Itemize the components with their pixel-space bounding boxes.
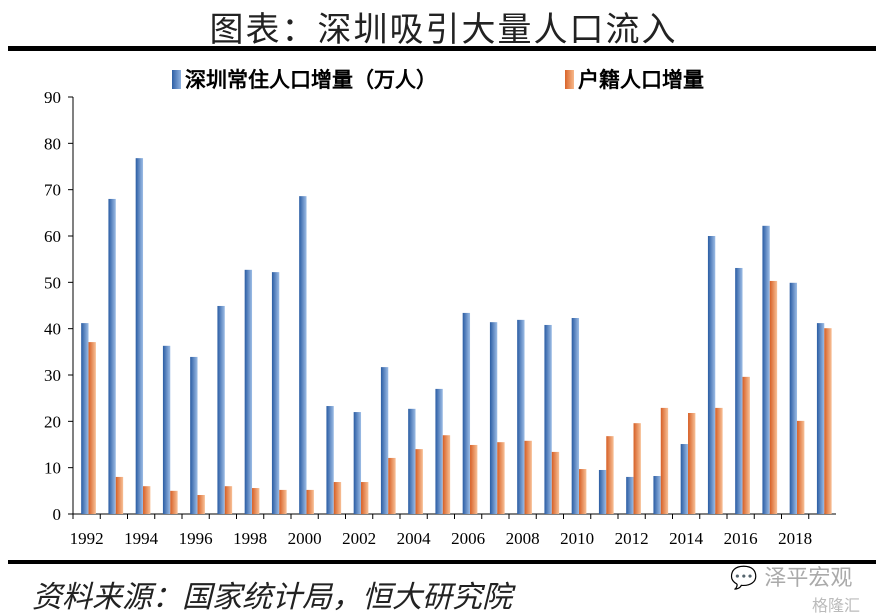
x-tick-label: 2008 [506, 529, 540, 548]
bar-resident-1999 [271, 272, 280, 514]
bar-hukou-2017 [769, 280, 778, 514]
bar-resident-1992 [81, 323, 89, 514]
bar-hukou-2012 [633, 423, 641, 514]
legend-item-hukou: 户籍人口增量 [565, 64, 704, 94]
legend-swatch [565, 69, 574, 89]
bar-resident-2017 [762, 225, 770, 514]
bar-hukou-2010 [579, 469, 587, 514]
bar-resident-2010 [571, 318, 580, 514]
bar-hukou-2006 [470, 444, 478, 514]
bar-resident-2012 [626, 476, 634, 514]
bar-hukou-2005 [442, 435, 451, 514]
x-tick-label: 1996 [179, 529, 213, 548]
bar-resident-1996 [190, 356, 198, 514]
watermark: 💬 泽平宏观 [730, 566, 853, 591]
bar-hukou-2016 [742, 376, 750, 514]
bar-hukou-2000 [306, 489, 314, 514]
y-tick-label: 60 [44, 227, 61, 246]
bar-resident-2019 [816, 323, 825, 514]
x-tick-label: 2018 [778, 529, 812, 548]
watermark-text: 泽平宏观 [764, 566, 853, 591]
x-tick-label: 2010 [560, 529, 594, 548]
bar-hukou-2019 [824, 328, 832, 514]
bar-hukou-1992 [88, 342, 96, 514]
bar-hukou-2007 [497, 442, 505, 514]
bar-resident-2003 [380, 367, 389, 514]
bar-hukou-2002 [361, 482, 369, 514]
bar-resident-1997 [217, 305, 225, 514]
bar-hukou-2011 [606, 436, 614, 514]
x-tick-label: 2006 [451, 529, 485, 548]
bar-hukou-2004 [415, 449, 423, 514]
bar-hukou-2009 [551, 451, 560, 514]
bar-hukou-1996 [197, 495, 205, 514]
bar-resident-2000 [299, 196, 307, 515]
bar-hukou-1995 [170, 490, 178, 514]
bar-resident-2016 [735, 267, 743, 514]
bar-hukou-1997 [224, 486, 233, 514]
legend-swatch [172, 69, 181, 89]
x-tick-label: 1998 [233, 529, 267, 548]
bar-hukou-2015 [715, 407, 723, 514]
bar-resident-2002 [353, 412, 362, 514]
bar-resident-2001 [326, 406, 334, 514]
bar-resident-2015 [707, 236, 716, 514]
title-divider [8, 46, 876, 51]
y-tick-label: 40 [44, 320, 61, 339]
x-tick-label: 2014 [669, 529, 704, 548]
watermark-secondary: 格隆汇 [812, 596, 861, 615]
x-tick-label: 2012 [615, 529, 649, 548]
bar-hukou-1994 [143, 486, 151, 514]
footer-divider [8, 560, 876, 564]
bar-hukou-1993 [115, 476, 124, 514]
bar-resident-1993 [108, 198, 116, 514]
y-tick-label: 80 [44, 134, 61, 153]
bar-hukou-1998 [252, 488, 260, 514]
legend-label: 户籍人口增量 [578, 68, 704, 92]
y-tick-label: 30 [44, 366, 61, 385]
x-tick-label: 1992 [70, 529, 104, 548]
y-tick-label: 10 [44, 459, 61, 478]
x-tick-label: 2016 [724, 529, 758, 548]
y-tick-label: 90 [44, 88, 61, 107]
bar-hukou-2003 [388, 457, 396, 514]
bar-hukou-2018 [797, 420, 805, 514]
bar-hukou-2013 [660, 407, 669, 514]
x-tick-label: 2004 [397, 529, 432, 548]
legend-label: 深圳常住人口增量（万人） [185, 68, 437, 92]
y-tick-label: 70 [44, 181, 61, 200]
y-tick-label: 0 [53, 505, 62, 524]
bar-hukou-2014 [688, 412, 696, 514]
bar-resident-2013 [653, 476, 661, 514]
bar-resident-2004 [408, 408, 416, 514]
bar-resident-2007 [489, 322, 498, 514]
x-tick-label: 2000 [288, 529, 322, 548]
source-note: 资料来源：国家统计局，恒大研究院 [32, 580, 512, 615]
bar-resident-1995 [162, 345, 171, 514]
bar-resident-2006 [462, 312, 471, 514]
bar-chart: 0 10 20 30 40 50 60 70 80 90 1992 1994 1996 1998 2000 2… [44, 88, 836, 548]
bar-resident-2011 [598, 469, 607, 514]
bar-resident-1994 [135, 158, 144, 514]
bar-resident-2009 [544, 324, 552, 514]
y-tick-label: 50 [44, 273, 61, 292]
page-title: 图表：深圳吸引大量人口流入 [209, 10, 678, 50]
bar-resident-2014 [680, 444, 689, 514]
y-tick-label: 20 [44, 412, 61, 431]
bar-resident-2008 [517, 319, 525, 514]
bar-resident-1998 [244, 269, 253, 514]
bar-hukou-2008 [524, 440, 532, 514]
bar-resident-2018 [789, 282, 798, 514]
legend-item-resident: 深圳常住人口增量（万人） [172, 64, 437, 94]
bar-hukou-1999 [279, 489, 287, 514]
x-tick-label: 1994 [124, 529, 159, 548]
x-tick-label: 2002 [342, 529, 376, 548]
bar-resident-2005 [435, 388, 443, 514]
bar-hukou-2001 [333, 482, 342, 514]
